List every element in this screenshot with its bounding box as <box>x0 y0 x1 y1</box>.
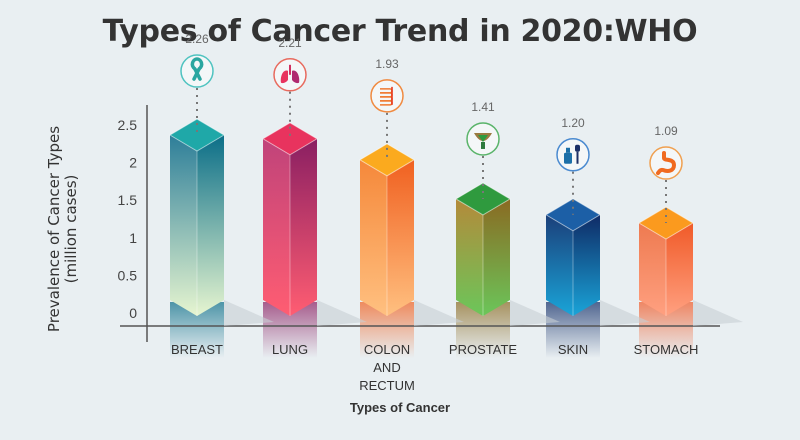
category-label: PROSTATE <box>449 342 517 357</box>
bar-right-face <box>483 198 510 316</box>
y-tick-label: 1 <box>129 230 137 246</box>
ribbon-icon <box>190 57 204 81</box>
bar: 1.93 <box>359 57 464 326</box>
bars: 2.26 2.21 1.93 1.41 1.20 1.09 <box>169 32 743 326</box>
bar: 1.20 <box>545 116 650 326</box>
bar: 2.26 <box>169 32 274 326</box>
category-label: COLON <box>364 342 410 357</box>
bar-top-face <box>169 118 225 152</box>
bar-right-face <box>197 135 224 316</box>
dropper-bottle-icon <box>564 144 580 164</box>
icon-ring <box>556 138 590 172</box>
bar-left-face <box>639 223 666 316</box>
bar-shadow <box>600 300 650 326</box>
category-label: BREAST <box>171 342 223 357</box>
bar-shadow <box>693 300 743 326</box>
value-label: 1.93 <box>375 57 399 71</box>
value-label: 2.26 <box>185 32 209 46</box>
y-tick-label: 2.5 <box>118 117 138 133</box>
bar-shadow <box>414 300 464 326</box>
prostate-icon <box>474 132 492 149</box>
category-label: STOMACH <box>634 342 699 357</box>
bar-right-face <box>666 223 693 316</box>
bar-left-face <box>170 135 197 316</box>
value-label: 1.09 <box>654 124 678 138</box>
bar-top-face <box>359 143 415 177</box>
bar-right-face <box>573 214 600 316</box>
bar-shadow <box>317 300 367 326</box>
bar-left-face <box>263 138 290 316</box>
icon-ring <box>370 79 404 113</box>
value-label: 2.21 <box>278 36 302 50</box>
y-tick-label: 1.5 <box>118 192 138 208</box>
bar-left-face <box>546 214 573 316</box>
bar-reflections <box>170 302 693 358</box>
chart-title: Types of Cancer Trend in 2020:WHO <box>102 14 698 49</box>
category-label: SKIN <box>558 342 588 357</box>
y-tick-label: 0.5 <box>118 267 138 283</box>
y-tick-label: 0 <box>129 305 137 321</box>
bar-left-face <box>360 159 387 316</box>
bar-top-face <box>262 122 318 156</box>
y-ticks: 0 0.5 1 1.5 2 2.5 <box>118 117 138 321</box>
category-label: LUNG <box>272 342 308 357</box>
bar-shadow <box>510 300 560 326</box>
bar: 2.21 <box>262 36 367 326</box>
bar: 1.09 <box>638 124 743 326</box>
bar-right-face <box>387 159 414 316</box>
bar-shadow <box>224 300 274 326</box>
bar: 1.41 <box>455 100 560 326</box>
stomach-icon <box>656 151 677 176</box>
category-label: RECTUM <box>359 378 415 393</box>
value-label: 1.20 <box>561 116 585 130</box>
bar-right-face <box>290 138 317 316</box>
y-tick-label: 2 <box>129 155 137 171</box>
icon-ring <box>649 146 683 180</box>
category-label: AND <box>373 360 400 375</box>
bar-left-face <box>456 198 483 316</box>
lungs-icon <box>280 64 300 84</box>
category-labels: BREAST LUNG COLON AND RECTUM PROSTATE SKIN STOM… <box>171 342 698 393</box>
x-axis-label: Types of Cancer <box>349 400 451 415</box>
value-label: 1.41 <box>471 100 495 114</box>
intestine-icon <box>380 86 393 106</box>
